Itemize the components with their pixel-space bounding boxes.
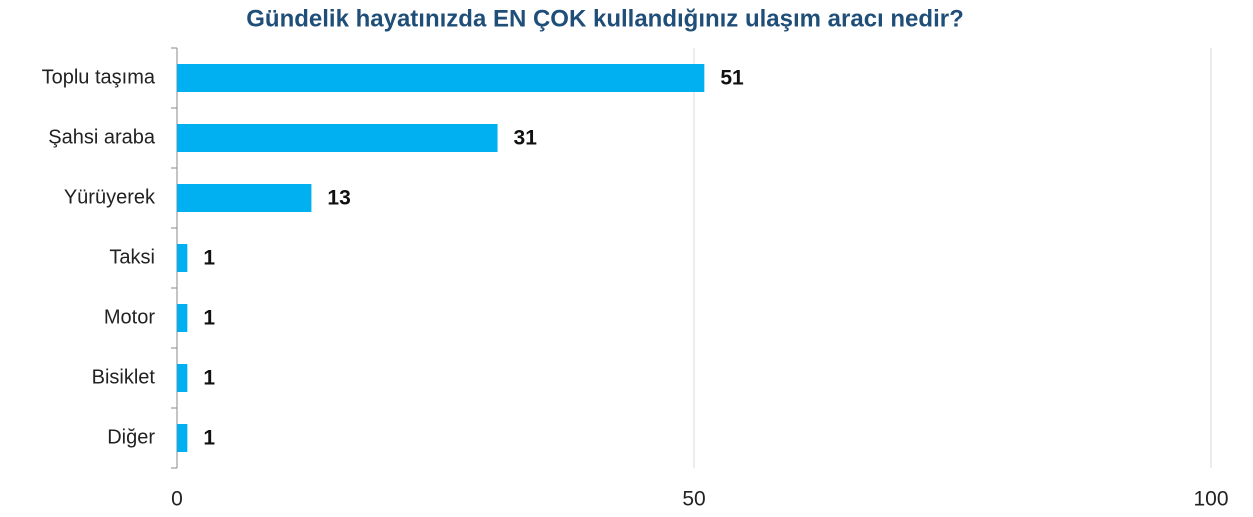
value-label: 1 — [203, 307, 215, 330]
y-tick-label: Motor — [104, 306, 155, 328]
bar — [177, 64, 705, 92]
value-label: 51 — [720, 67, 744, 90]
y-tick-label: Bisiklet — [92, 366, 156, 388]
bar — [177, 424, 188, 452]
bar — [177, 304, 188, 332]
value-label: 1 — [203, 367, 215, 390]
bar — [177, 184, 312, 212]
bar — [177, 244, 188, 272]
value-label: 31 — [514, 127, 538, 150]
y-tick-label: Toplu taşıma — [42, 66, 156, 88]
y-tick-label: Diğer — [107, 426, 155, 448]
bar — [177, 364, 188, 392]
bar — [177, 124, 498, 152]
x-tick-label: 100 — [1193, 488, 1228, 511]
y-tick-label: Şahsi araba — [48, 126, 156, 148]
value-label: 13 — [327, 187, 350, 210]
x-tick-label: 50 — [682, 488, 705, 511]
value-label: 1 — [203, 427, 215, 450]
chart-title: Gündelik hayatınızda EN ÇOK kullandığını… — [246, 5, 963, 32]
value-label: 1 — [203, 247, 215, 270]
y-tick-label: Taksi — [109, 246, 155, 268]
x-tick-label: 0 — [171, 488, 183, 511]
y-tick-label: Yürüyerek — [64, 186, 156, 208]
